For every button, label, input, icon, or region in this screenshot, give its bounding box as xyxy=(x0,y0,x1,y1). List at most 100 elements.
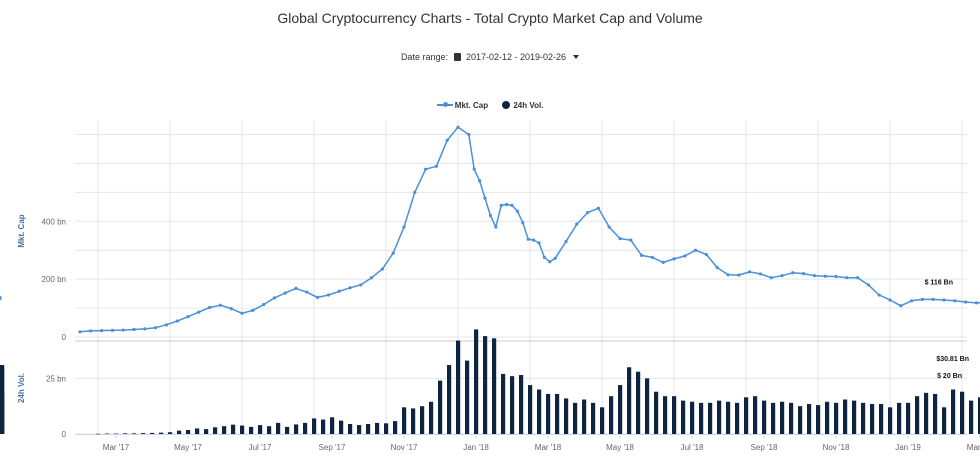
volume-bar xyxy=(609,396,614,434)
mktcap-point xyxy=(964,300,968,304)
volume-bar xyxy=(906,402,911,434)
mktcap-point xyxy=(478,179,482,183)
mktcap-line xyxy=(0,125,980,334)
mktcap-point xyxy=(672,257,676,261)
x-tick-label: Nov '17 xyxy=(391,443,418,452)
volume-bar xyxy=(924,392,929,434)
volume-bar xyxy=(294,424,299,434)
legend-label-vol: 24h Vol. xyxy=(513,101,544,110)
volume-bar xyxy=(852,400,857,434)
x-tick-label: Nov '18 xyxy=(823,443,850,452)
volume-bar xyxy=(726,401,731,434)
volume-bar xyxy=(402,407,407,434)
chevron-down-icon[interactable] xyxy=(573,55,580,59)
mktcap-point xyxy=(78,330,82,334)
volume-bar xyxy=(825,401,830,434)
mktcap-point xyxy=(456,125,460,129)
mktcap-point xyxy=(337,289,341,293)
calendar-icon[interactable] xyxy=(453,53,461,61)
mktcap-point xyxy=(694,248,698,252)
mktcap-point xyxy=(467,132,471,137)
volume-axis-title: 24h Vol. xyxy=(17,373,26,403)
mktcap-point xyxy=(132,327,136,332)
mktcap-point xyxy=(942,298,946,302)
volume-bar xyxy=(429,401,434,434)
volume-bar xyxy=(510,376,515,434)
legend-item-vol[interactable]: 24h Vol. xyxy=(502,101,543,110)
volume-bar xyxy=(195,428,200,434)
mktcap-point xyxy=(197,310,201,314)
volume-bar xyxy=(231,424,236,434)
mktcap-point xyxy=(802,272,806,276)
volume-bar xyxy=(393,421,398,434)
mktcap-point xyxy=(89,329,93,333)
mktcap-point xyxy=(175,319,179,323)
x-tick-label: Sep '17 xyxy=(319,443,346,452)
mktcap-point xyxy=(910,299,914,303)
volume-bar xyxy=(303,422,308,434)
mktcap-tick-label: 200 bn xyxy=(42,275,66,284)
legend-item-mktcap[interactable]: Mkt. Cap xyxy=(436,101,488,110)
volume-bar xyxy=(672,396,677,434)
volume-bar xyxy=(222,426,227,434)
mktcap-point xyxy=(445,138,449,142)
mktcap-point xyxy=(348,286,352,290)
mktcap-point xyxy=(791,271,795,275)
volume-bar xyxy=(456,340,461,434)
mktcap-point xyxy=(899,304,903,308)
date-range-control[interactable]: Date range: 2017-02-12 - 2019-02-26 xyxy=(0,52,980,62)
volume-bar xyxy=(861,402,866,434)
volume-bar xyxy=(915,396,920,434)
mktcap-point xyxy=(715,265,719,270)
volume-bar xyxy=(951,389,956,434)
bar-series-swatch-icon xyxy=(502,101,511,109)
date-range-label: Date range: xyxy=(400,52,448,62)
date-range-value[interactable]: 2017-02-12 - 2019-02-26 xyxy=(465,52,567,62)
volume-bar xyxy=(870,403,875,434)
mktcap-point xyxy=(164,323,168,327)
mktcap-point xyxy=(737,273,741,277)
volume-bar xyxy=(942,407,947,434)
mktcap-tick-label: 400 bn xyxy=(42,217,66,226)
mktcap-point xyxy=(483,196,487,200)
volume-bar xyxy=(960,391,965,434)
mktcap-point xyxy=(866,283,871,287)
volume-bar xyxy=(258,425,263,434)
volume-bar xyxy=(177,430,182,434)
mktcap-y-axis: 0 200 bn 400 bn Mkt. Cap xyxy=(17,214,67,342)
mktcap-point xyxy=(920,297,925,301)
volume-bar xyxy=(735,402,740,434)
x-tick-label: Mar '17 xyxy=(103,443,130,452)
volume-bar xyxy=(555,393,560,434)
mktcap-point xyxy=(154,326,158,330)
volume-bar xyxy=(627,367,632,434)
volume-last-value-label: $30.81 Bn xyxy=(936,356,969,363)
mktcap-point xyxy=(726,273,730,277)
mktcap-line-path xyxy=(79,126,980,333)
mktcap-point xyxy=(110,328,114,332)
volume-bar xyxy=(537,389,542,434)
mktcap-point xyxy=(640,253,644,258)
volume-bar xyxy=(492,338,497,434)
volume-bar xyxy=(240,425,245,434)
volume-bar xyxy=(771,402,776,434)
x-tick-label: Jul '17 xyxy=(249,443,272,452)
mktcap-point xyxy=(618,237,622,241)
volume-bar xyxy=(420,406,425,434)
volume-bar xyxy=(753,396,758,434)
mktcap-point xyxy=(240,311,244,315)
mktcap-point xyxy=(494,225,498,229)
volume-bar xyxy=(213,427,218,434)
mktcap-point xyxy=(629,238,633,242)
x-tick-label: Jan '19 xyxy=(895,443,921,452)
volume-bar xyxy=(168,432,173,434)
volume-bar xyxy=(798,406,803,434)
volume-bar xyxy=(132,433,137,434)
volume-bar xyxy=(204,429,209,434)
mktcap-point xyxy=(208,305,212,310)
mktcap-point xyxy=(316,295,320,299)
x-axis: Mar '17 May '17 Jul '17 Sep '17 Nov '17 Jan '… xyxy=(103,434,980,452)
x-tick-label: Sep '18 xyxy=(751,443,778,452)
mktcap-point xyxy=(532,238,536,242)
